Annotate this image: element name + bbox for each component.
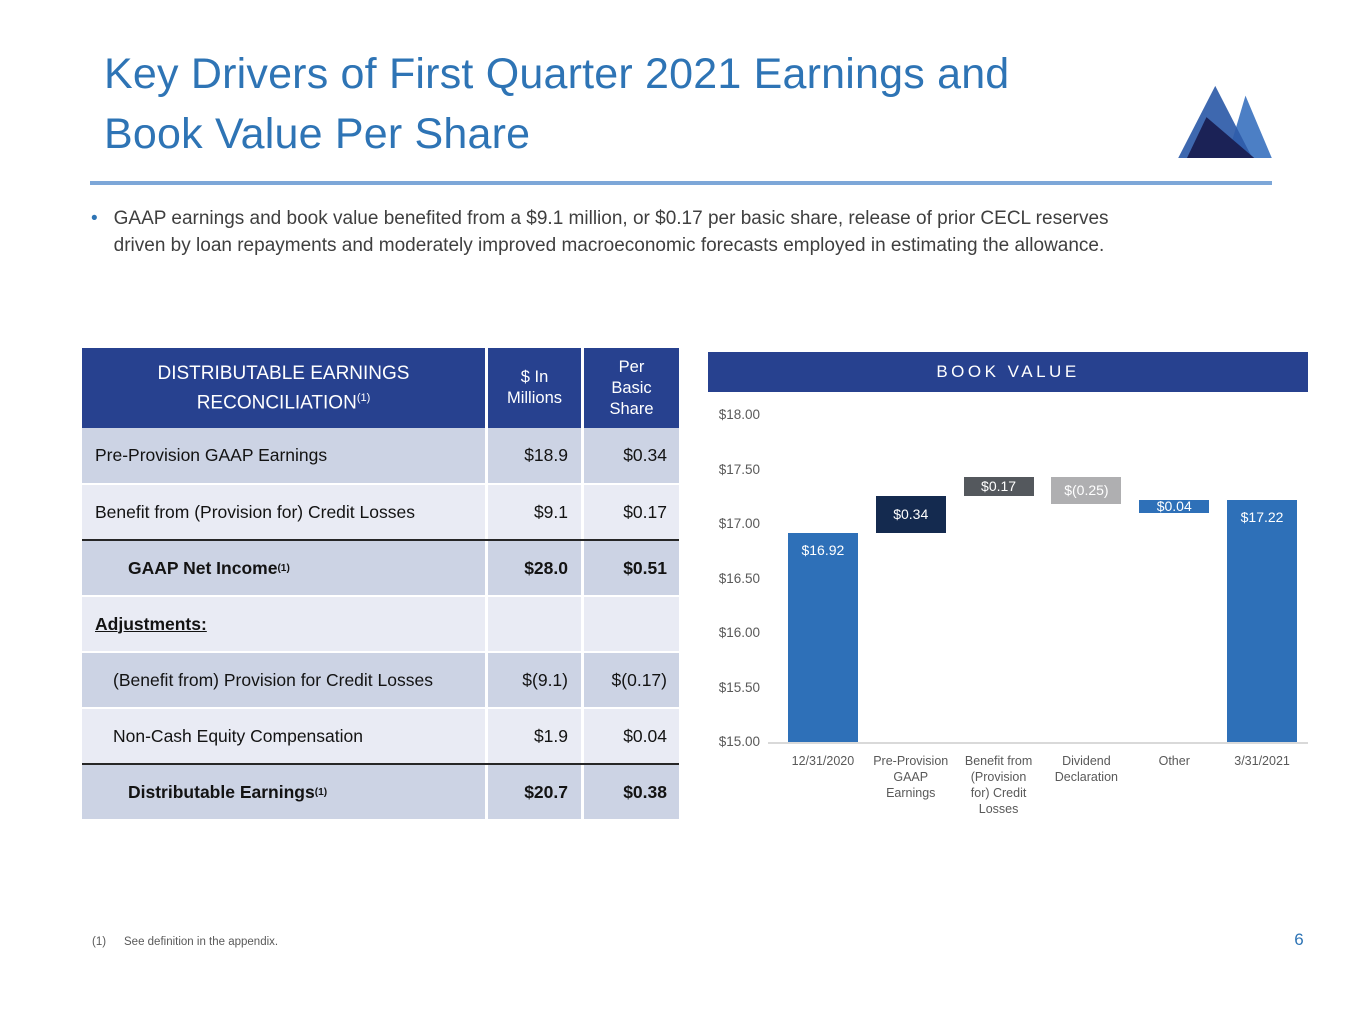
page-title: Key Drivers of First Quarter 2021 Earnin…: [104, 44, 1009, 164]
bullet-text: GAAP earnings and book value benefited f…: [114, 205, 1109, 259]
footnote-text: See definition in the appendix.: [124, 936, 279, 948]
y-tick-label: $16.00: [718, 625, 760, 640]
bar-data-label: $0.17: [981, 477, 1017, 494]
row-per-share-value: $0.51: [623, 557, 667, 578]
mountain-logo-icon: [1176, 82, 1274, 160]
table-row-section: Adjustments:: [82, 595, 679, 651]
chart-plot: $18.00 $17.50 $17.00 $16.50 $16.00 $15.50 $15.…: [708, 407, 1308, 749]
row-per-share-value: $(0.17): [611, 669, 667, 690]
y-tick-label: $18.00: [718, 407, 760, 422]
x-axis-label: Pre-Provision GAAP Earnings: [873, 754, 949, 800]
row-label: (Benefit from) Provision for Credit Loss…: [82, 653, 488, 707]
title-divider: [90, 181, 1272, 185]
bullet-text-line1: GAAP earnings and book value benefited f…: [113, 208, 1109, 229]
footnote-marker: (1): [92, 936, 107, 948]
bullet-marker: •: [91, 208, 98, 229]
row-millions-value: $1.9: [488, 709, 584, 763]
table-row: Benefit from (Provision for) Credit Loss…: [82, 483, 679, 539]
table-row-total: Distributable Earnings (1) $20.7 $0.38: [82, 763, 679, 819]
bar-data-label: $0.04: [1156, 498, 1192, 515]
y-tick-label: $17.00: [718, 516, 760, 531]
table-row: Pre-Provision GAAP Earnings $18.9 $0.34: [82, 428, 679, 483]
row-footnote-ref: (1): [314, 786, 328, 798]
table-header-footnote-ref: (1): [356, 391, 371, 404]
page-title-line2: Book Value Per Share: [104, 110, 531, 158]
table-header-title-line1: DISTRIBUTABLE EARNINGS: [157, 362, 410, 384]
row-label: Benefit from (Provision for) Credit Loss…: [82, 485, 488, 539]
table-header-millions: $ In Millions: [488, 348, 584, 428]
row-per-share-value: $0.34: [623, 445, 667, 465]
x-axis-label: Other: [1158, 754, 1190, 768]
table-header-title-line2: RECONCILIATION: [196, 392, 357, 414]
row-millions-value: [488, 597, 584, 651]
row-label: Distributable Earnings (1): [82, 765, 488, 819]
waterfall-bar-1: [787, 532, 858, 742]
table-row-total: GAAP Net Income (1) $28.0 $0.51: [82, 539, 679, 595]
x-axis-label: Benefit from (Provision for) Credit Loss…: [964, 754, 1033, 816]
row-millions-value: $18.9: [488, 428, 584, 483]
row-label: Non-Cash Equity Compensation: [82, 709, 488, 763]
chart-title-banner: BOOK VALUE: [708, 352, 1308, 392]
row-millions-value: $20.7: [488, 765, 584, 819]
row-per-share-value: [584, 597, 679, 651]
page-title-line1: Key Drivers of First Quarter 2021 Earnin…: [104, 50, 1010, 98]
distributable-earnings-table: DISTRIBUTABLE EARNINGS RECONCILIATION(1)…: [82, 348, 679, 819]
row-millions-value: $28.0: [488, 541, 584, 595]
row-per-share-value: $0.04: [623, 725, 667, 746]
table-row: Non-Cash Equity Compensation $1.9 $0.04: [82, 707, 679, 763]
x-axis-label: 3/31/2021: [1234, 754, 1290, 768]
bar-data-label: $17.22: [1240, 509, 1284, 526]
row-label: Adjustments:: [82, 597, 488, 651]
x-axis-line: [768, 742, 1308, 744]
waterfall-bar-2: [875, 495, 946, 533]
bar-data-label: $16.92: [801, 541, 845, 558]
waterfall-bar-6: [1227, 500, 1298, 742]
row-millions-value: $(9.1): [488, 653, 584, 707]
table-header-row: DISTRIBUTABLE EARNINGS RECONCILIATION(1)…: [82, 348, 679, 428]
waterfall-bar-4: [1051, 477, 1122, 505]
row-label-text: Distributable Earnings: [128, 781, 315, 802]
page-number: 6: [1294, 930, 1304, 949]
x-axis-label: Dividend Declaration: [1054, 754, 1118, 784]
bar-data-label: $(0.25): [1064, 482, 1109, 499]
row-label: Pre-Provision GAAP Earnings: [82, 428, 488, 483]
bullet-text-line2: driven by loan repayments and moderately…: [113, 235, 1105, 256]
waterfall-bar-3: [963, 477, 1034, 496]
y-tick-label: $15.50: [718, 679, 760, 695]
logo-dark-ridge: [1186, 117, 1255, 159]
row-label: GAAP Net Income (1): [82, 541, 488, 595]
bullet-point: • GAAP earnings and book value benefited…: [91, 205, 1276, 259]
row-label-text: GAAP Net Income: [128, 557, 278, 578]
row-per-share-value: $0.17: [623, 501, 667, 522]
footnote: (1) See definition in the appendix.: [92, 936, 278, 948]
row-per-share-value: $0.38: [623, 781, 667, 802]
y-tick-label: $16.50: [718, 570, 760, 586]
book-value-chart: BOOK VALUE $18.00 $17.50 $17.00 $16.50 $16.0…: [708, 352, 1308, 832]
table-row: (Benefit from) Provision for Credit Loss…: [82, 651, 679, 707]
waterfall-bar-5: [1139, 500, 1210, 514]
table-header-per-share: Per Basic Share: [609, 357, 654, 418]
y-tick-label: $17.50: [718, 461, 760, 477]
x-axis-label: 12/31/2020: [791, 754, 855, 768]
row-footnote-ref: (1): [277, 562, 290, 574]
row-millions-value: $9.1: [488, 485, 584, 539]
bar-data-label: $0.34: [893, 505, 929, 522]
table-header-title: DISTRIBUTABLE EARNINGS RECONCILIATION(1): [82, 348, 488, 428]
y-tick-label: $15.00: [718, 734, 760, 749]
